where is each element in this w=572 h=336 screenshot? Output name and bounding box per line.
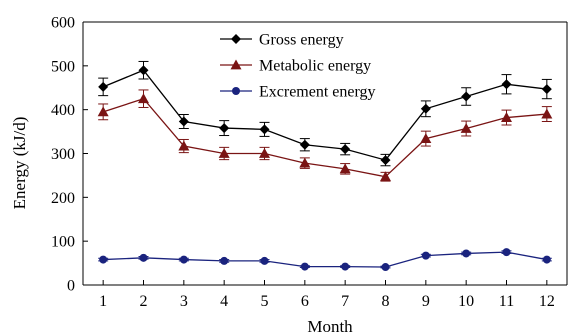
data-point — [339, 163, 351, 174]
y-tick-label: 500 — [51, 58, 75, 75]
y-axis-ticks: 0 100 200 300 400 500 600 — [51, 15, 88, 295]
data-point — [218, 148, 230, 158]
x-tick-label: 1 — [99, 293, 107, 310]
data-point — [421, 251, 430, 260]
data-point — [341, 262, 350, 271]
legend-label: Excrement energy — [259, 84, 376, 101]
data-point — [541, 108, 553, 119]
data-point — [138, 93, 149, 104]
legend-item: Metabolic energy — [220, 58, 371, 75]
data-point — [99, 255, 108, 264]
x-axis-ticks: 1 2 3 4 5 6 7 8 9 10 11 12 — [99, 280, 555, 310]
y-tick-label: 100 — [51, 234, 75, 251]
y-tick-label: 0 — [67, 278, 75, 295]
x-tick-label: 10 — [458, 293, 474, 310]
data-point — [502, 248, 511, 257]
legend-item: Excrement energy — [220, 84, 376, 101]
series-line — [102, 97, 547, 178]
x-tick-label: 4 — [220, 293, 228, 310]
data-point — [380, 155, 391, 166]
data-point — [97, 106, 109, 117]
x-tick-label: 12 — [539, 293, 555, 310]
data-point — [178, 140, 190, 151]
data-point — [501, 112, 512, 122]
data-point — [259, 148, 270, 158]
series-gross-energy — [98, 60, 552, 167]
data-point — [462, 249, 471, 258]
series-line — [102, 69, 547, 161]
data-point — [98, 81, 109, 92]
x-tick-label: 11 — [499, 293, 514, 310]
x-tick-label: 9 — [422, 293, 430, 310]
data-point — [178, 116, 189, 127]
legend-item: Gross energy — [220, 32, 344, 49]
series-layer — [97, 60, 553, 272]
data-point — [420, 133, 432, 143]
legend-marker — [230, 59, 242, 70]
data-point — [220, 256, 229, 265]
legend-label: Metabolic energy — [259, 58, 371, 75]
series-line — [103, 251, 547, 268]
legend-label: Gross energy — [259, 32, 344, 49]
data-point — [138, 65, 149, 76]
legend: Gross energy Metabolic energy Excrement en… — [220, 32, 376, 101]
series-excrement-energy — [98, 248, 552, 272]
x-tick-label: 5 — [261, 293, 269, 310]
data-point — [381, 263, 390, 272]
x-axis-title: Month — [307, 317, 353, 336]
legend-marker — [232, 87, 240, 95]
x-tick-label: 7 — [341, 293, 349, 310]
data-point — [139, 253, 148, 262]
data-point — [542, 255, 551, 264]
data-point — [299, 157, 311, 168]
data-point — [299, 139, 310, 150]
data-point — [259, 124, 270, 135]
y-tick-label: 300 — [51, 146, 75, 163]
data-point — [340, 144, 351, 155]
data-point — [219, 123, 230, 134]
data-point — [460, 123, 472, 133]
data-point — [300, 262, 309, 271]
y-tick-label: 600 — [51, 15, 75, 32]
data-point — [541, 84, 552, 95]
y-tick-label: 200 — [51, 190, 75, 207]
x-tick-label: 8 — [382, 293, 390, 310]
x-tick-label: 2 — [140, 293, 148, 310]
data-point — [420, 103, 431, 114]
data-point — [380, 171, 391, 182]
x-tick-label: 3 — [180, 293, 188, 310]
y-tick-label: 400 — [51, 102, 75, 119]
data-point — [461, 91, 472, 102]
x-tick-label: 6 — [301, 293, 309, 310]
data-point — [260, 256, 269, 265]
data-point — [501, 79, 512, 90]
series-metabolic-energy — [97, 89, 553, 182]
legend-marker — [231, 34, 241, 44]
data-point — [179, 255, 188, 264]
y-axis-title: Energy (kJ/d) — [10, 117, 29, 210]
